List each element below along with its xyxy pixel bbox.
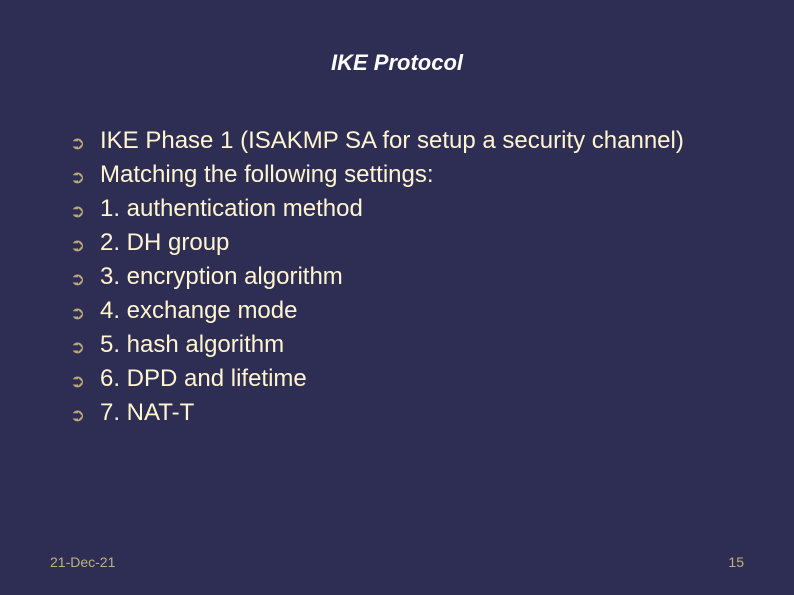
bullet-arrow-icon: ➲ [70, 160, 100, 192]
footer-page-number: 15 [728, 554, 744, 570]
list-item: ➲ Matching the following settings: [70, 160, 744, 192]
list-item: ➲ 6. DPD and lifetime [70, 364, 744, 396]
list-item: ➲ 3. encryption algorithm [70, 262, 744, 294]
list-item: ➲ 5. hash algorithm [70, 330, 744, 362]
list-item-text: 6. DPD and lifetime [100, 364, 307, 394]
slide: IKE Protocol ➲ IKE Phase 1 (ISAKMP SA fo… [0, 0, 794, 595]
list-item-text: IKE Phase 1 (ISAKMP SA for setup a secur… [100, 126, 684, 156]
bullet-arrow-icon: ➲ [70, 398, 100, 430]
list-item-text: 7. NAT-T [100, 398, 194, 428]
bullet-arrow-icon: ➲ [70, 296, 100, 328]
list-item-text: Matching the following settings: [100, 160, 434, 190]
bullet-arrow-icon: ➲ [70, 126, 100, 158]
slide-footer: 21-Dec-21 15 [50, 554, 744, 570]
bullet-arrow-icon: ➲ [70, 194, 100, 226]
footer-date: 21-Dec-21 [50, 554, 115, 570]
slide-title: IKE Protocol [50, 50, 744, 76]
bullet-list: ➲ IKE Phase 1 (ISAKMP SA for setup a sec… [70, 126, 744, 430]
list-item: ➲ 4. exchange mode [70, 296, 744, 328]
list-item-text: 1. authentication method [100, 194, 363, 224]
bullet-arrow-icon: ➲ [70, 228, 100, 260]
list-item: ➲ IKE Phase 1 (ISAKMP SA for setup a sec… [70, 126, 744, 158]
list-item: ➲ 1. authentication method [70, 194, 744, 226]
list-item-text: 3. encryption algorithm [100, 262, 343, 292]
bullet-arrow-icon: ➲ [70, 330, 100, 362]
bullet-arrow-icon: ➲ [70, 364, 100, 396]
list-item-text: 2. DH group [100, 228, 229, 258]
list-item: ➲ 2. DH group [70, 228, 744, 260]
list-item-text: 4. exchange mode [100, 296, 297, 326]
bullet-arrow-icon: ➲ [70, 262, 100, 294]
list-item: ➲ 7. NAT-T [70, 398, 744, 430]
list-item-text: 5. hash algorithm [100, 330, 284, 360]
